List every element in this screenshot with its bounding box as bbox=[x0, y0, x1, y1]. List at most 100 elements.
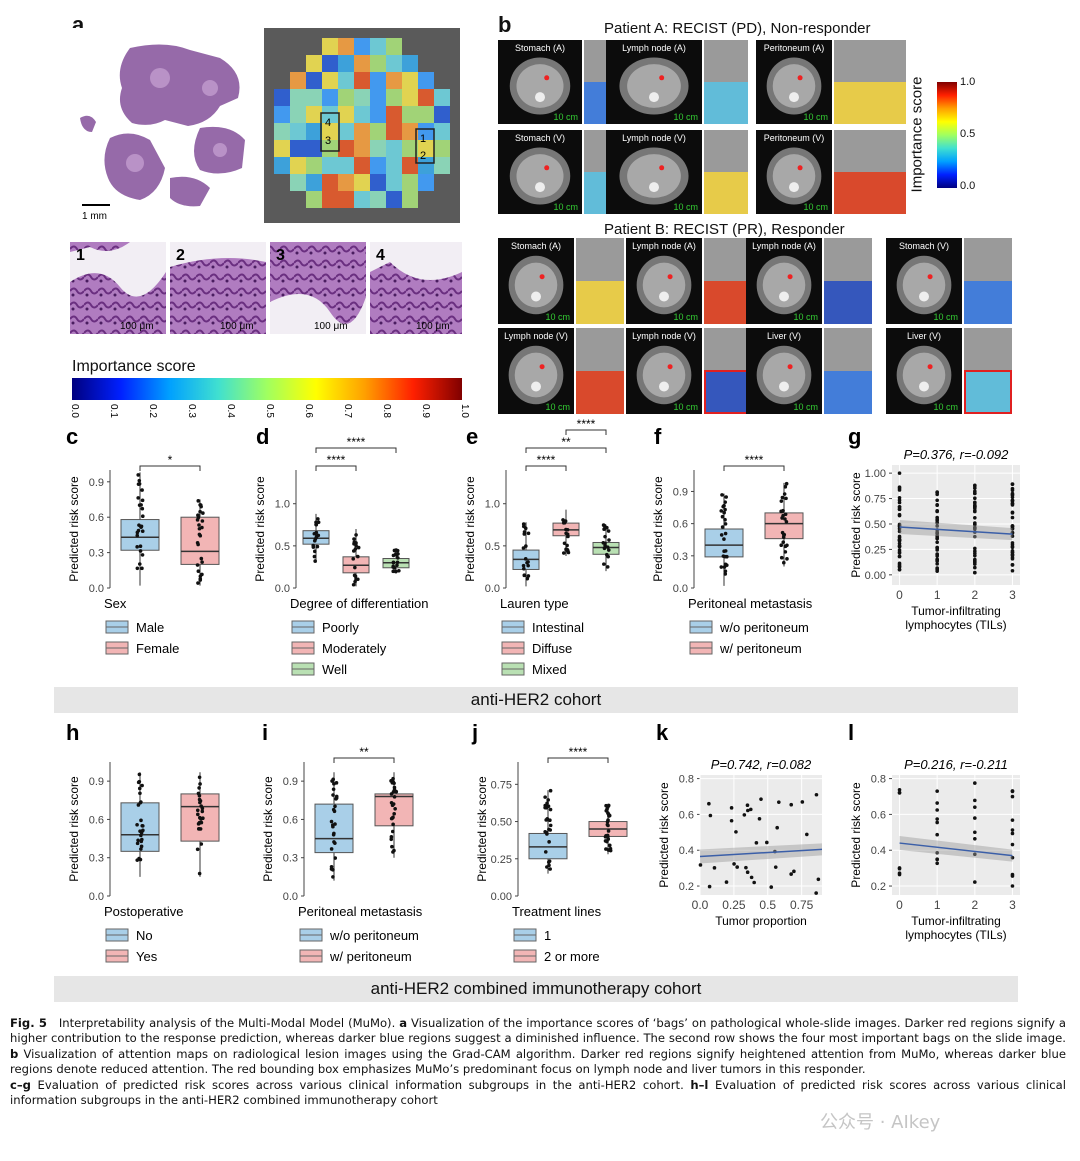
heat-tile bbox=[354, 174, 370, 191]
ytick-h: 0.9 bbox=[89, 776, 104, 788]
data-point bbox=[742, 813, 747, 817]
data-point bbox=[935, 545, 939, 550]
legend-label: Male bbox=[136, 620, 164, 635]
ytick-j: 0.25 bbox=[491, 854, 512, 866]
caption-fig: Fig. 5 bbox=[10, 1016, 47, 1030]
data-point bbox=[935, 498, 939, 503]
data-point bbox=[1010, 498, 1015, 503]
data-point bbox=[352, 537, 356, 541]
data-point bbox=[606, 811, 610, 815]
colorbar-b bbox=[937, 82, 957, 188]
data-point bbox=[935, 850, 939, 855]
data-point bbox=[390, 803, 395, 808]
sig-bracket bbox=[565, 429, 607, 435]
data-point bbox=[789, 872, 793, 876]
ytick-g: 0.25 bbox=[865, 544, 886, 556]
gradcam-crop bbox=[584, 82, 608, 124]
ylabel-c: Predicted risk score bbox=[67, 476, 81, 582]
data-point bbox=[746, 808, 750, 813]
data-point bbox=[334, 794, 339, 799]
panel-e-label: e bbox=[466, 424, 478, 449]
data-point bbox=[785, 557, 789, 561]
data-point bbox=[525, 576, 530, 581]
heat-tile bbox=[386, 38, 402, 55]
data-point bbox=[800, 800, 805, 804]
data-point bbox=[897, 541, 902, 546]
data-point bbox=[897, 551, 902, 555]
data-point bbox=[196, 581, 200, 585]
heat-tile bbox=[338, 55, 354, 72]
data-point bbox=[195, 847, 200, 852]
ytick-l: 0.4 bbox=[871, 845, 886, 857]
heat-tile bbox=[322, 38, 338, 55]
data-point bbox=[195, 563, 200, 567]
data-point bbox=[935, 861, 939, 866]
data-point bbox=[707, 884, 712, 889]
heat-tile bbox=[338, 38, 354, 55]
ylabel-e: Predicted risk score bbox=[463, 476, 477, 582]
data-point bbox=[973, 837, 977, 841]
heat-tile bbox=[386, 174, 402, 191]
sig-bracket bbox=[547, 757, 609, 763]
heat-tile bbox=[434, 106, 450, 123]
data-point bbox=[781, 513, 785, 518]
panel-c-label: c bbox=[66, 424, 78, 449]
data-point bbox=[314, 520, 318, 525]
xtick-k: 0.25 bbox=[722, 898, 746, 912]
heat-tile bbox=[322, 157, 338, 174]
data-point bbox=[897, 488, 902, 492]
legend-label: No bbox=[136, 928, 153, 943]
data-point bbox=[816, 877, 821, 882]
data-point bbox=[545, 801, 549, 805]
data-point bbox=[316, 520, 321, 525]
data-point bbox=[973, 489, 977, 494]
data-point bbox=[935, 832, 939, 837]
data-point bbox=[198, 509, 202, 514]
heat-tile bbox=[274, 157, 290, 174]
data-point bbox=[135, 545, 139, 549]
gradcam-crop bbox=[964, 281, 1012, 324]
panel-b-label: b bbox=[498, 12, 512, 37]
caption-a: a bbox=[399, 1016, 408, 1030]
ct-scale: 10 cm bbox=[933, 402, 958, 412]
ytick-j: 0.00 bbox=[491, 891, 512, 903]
caption-b: b bbox=[10, 1046, 19, 1061]
heat-tile bbox=[386, 89, 402, 106]
data-point bbox=[196, 542, 200, 547]
data-point bbox=[973, 830, 977, 835]
data-point bbox=[197, 871, 202, 876]
data-point bbox=[1010, 568, 1015, 573]
data-point bbox=[316, 517, 320, 521]
data-point bbox=[329, 864, 334, 869]
data-point bbox=[935, 820, 939, 825]
caption-hl: h–l bbox=[690, 1077, 709, 1092]
colorbar-b-tick-top: 1.0 bbox=[960, 76, 976, 88]
data-point bbox=[729, 806, 734, 810]
legend-label: Moderately bbox=[322, 641, 387, 656]
heat-tile bbox=[306, 89, 322, 106]
data-point bbox=[199, 842, 204, 846]
sig-label: **** bbox=[537, 453, 556, 467]
cohort2-band: anti-HER2 combined immunotherapy cohort bbox=[54, 976, 1018, 1002]
data-point bbox=[137, 562, 142, 566]
heat-tile bbox=[354, 123, 370, 140]
data-point bbox=[757, 816, 762, 821]
data-point bbox=[136, 838, 140, 843]
data-point bbox=[331, 793, 335, 797]
colorbar-a-tick: 0.2 bbox=[147, 404, 158, 418]
data-point bbox=[393, 806, 397, 811]
heat-tile bbox=[370, 72, 386, 89]
xtick-k: 0.5 bbox=[759, 898, 776, 912]
data-point bbox=[719, 565, 724, 569]
heat-tile bbox=[338, 140, 354, 157]
heat-tile bbox=[274, 140, 290, 157]
heat-tile bbox=[306, 191, 322, 208]
ytick-h: 0.6 bbox=[89, 814, 104, 826]
data-point bbox=[331, 875, 335, 879]
ytick-e: 0.0 bbox=[485, 583, 500, 595]
data-point bbox=[141, 828, 145, 833]
ct-scale: 10 cm bbox=[673, 112, 698, 122]
data-point bbox=[729, 818, 734, 823]
data-point bbox=[897, 529, 902, 534]
data-point bbox=[720, 525, 725, 529]
